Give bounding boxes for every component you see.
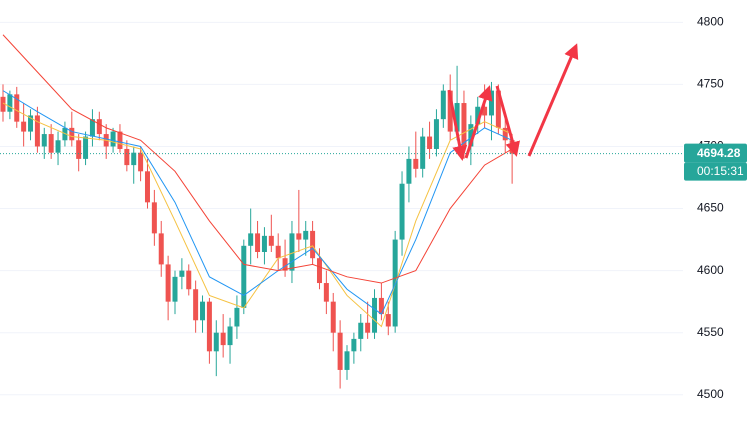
candle-body bbox=[440, 90, 446, 120]
candle-body bbox=[495, 90, 501, 128]
candle-body bbox=[89, 119, 95, 137]
candle-body bbox=[351, 338, 357, 352]
candle-body bbox=[151, 202, 157, 234]
arrow bbox=[447, 89, 468, 161]
candle-body bbox=[475, 106, 481, 125]
candle-body bbox=[344, 351, 350, 370]
candle-body bbox=[131, 152, 137, 166]
candle-body bbox=[220, 332, 226, 346]
candle-body bbox=[255, 233, 261, 252]
candle-body bbox=[28, 115, 34, 132]
candle-body bbox=[0, 96, 6, 112]
candle-body bbox=[76, 140, 82, 159]
candle-body bbox=[296, 233, 302, 240]
last-price-box bbox=[684, 143, 747, 163]
candle-body bbox=[241, 245, 247, 308]
candle-body bbox=[413, 158, 419, 169]
candle-body bbox=[468, 124, 474, 147]
countdown-box bbox=[684, 162, 747, 181]
candle-body bbox=[427, 136, 433, 149]
candle-body bbox=[268, 235, 274, 246]
plot bbox=[0, 34, 683, 389]
countdown-label: 00:15:31 bbox=[697, 164, 744, 178]
y-tick-label: 4500 bbox=[697, 387, 724, 401]
y-tick-label: 4650 bbox=[697, 201, 724, 215]
candle-body bbox=[206, 301, 212, 352]
candle-body bbox=[227, 326, 233, 346]
candle-body bbox=[372, 297, 378, 333]
candle-body bbox=[193, 289, 199, 321]
candle-body bbox=[447, 90, 453, 132]
candle-body bbox=[96, 119, 102, 135]
candle-body bbox=[482, 106, 488, 116]
candle-body bbox=[110, 131, 116, 147]
candle-body bbox=[69, 127, 75, 141]
candle-body bbox=[234, 307, 240, 327]
candle-body bbox=[124, 148, 130, 166]
y-tick-label: 4750 bbox=[697, 77, 724, 91]
candle-body bbox=[179, 270, 185, 277]
candle-body bbox=[406, 158, 412, 184]
moving-average bbox=[2, 90, 513, 315]
candle-body bbox=[461, 103, 467, 147]
candle-body bbox=[186, 270, 192, 290]
candle-body bbox=[7, 94, 13, 112]
arrow bbox=[495, 85, 520, 157]
candle-body bbox=[138, 152, 144, 172]
arrow bbox=[527, 43, 579, 157]
candle-body bbox=[502, 127, 508, 141]
candle-body bbox=[34, 115, 40, 147]
y-tick-label: 4550 bbox=[697, 325, 724, 339]
candle-body bbox=[41, 134, 47, 147]
candle-body bbox=[83, 136, 89, 159]
y-tick-label: 4600 bbox=[697, 263, 724, 277]
candle-body bbox=[385, 314, 391, 327]
candle-body bbox=[454, 103, 460, 132]
candle-body bbox=[48, 134, 54, 153]
candle-body bbox=[275, 245, 281, 259]
candle-body bbox=[261, 235, 267, 252]
candle-body bbox=[316, 258, 322, 284]
last-price-label: 4694.28 bbox=[697, 146, 741, 160]
candle-body bbox=[323, 283, 329, 302]
candle-body bbox=[172, 276, 178, 302]
candle-body bbox=[55, 140, 61, 153]
candle-body bbox=[358, 322, 364, 339]
candle-body bbox=[289, 233, 295, 271]
candle-body bbox=[337, 332, 343, 370]
arrow bbox=[464, 85, 493, 159]
axis-background bbox=[683, 0, 747, 432]
candle-body bbox=[282, 258, 288, 271]
candle-body bbox=[303, 230, 309, 240]
candle-body bbox=[378, 297, 384, 315]
price-axis: 45004550460046504700475048004694.2800:15… bbox=[683, 0, 747, 432]
y-tick-label: 4800 bbox=[697, 15, 724, 29]
moving-average bbox=[2, 34, 513, 284]
candle-body bbox=[144, 171, 150, 203]
candle-body bbox=[488, 90, 494, 116]
candle-body bbox=[330, 301, 336, 333]
candle-body bbox=[399, 183, 405, 240]
candle-body bbox=[158, 233, 164, 265]
candle-body bbox=[200, 301, 206, 321]
candle-body bbox=[433, 119, 439, 149]
candle-body bbox=[213, 332, 219, 352]
annotation-arrows bbox=[447, 43, 579, 161]
candle-body bbox=[21, 121, 27, 132]
candle-body bbox=[365, 322, 371, 333]
candle-body bbox=[420, 136, 426, 169]
candle-body bbox=[117, 131, 123, 149]
candle-body bbox=[248, 233, 254, 246]
candle-body bbox=[14, 94, 20, 122]
candle-body bbox=[310, 230, 316, 259]
candle-body bbox=[165, 264, 171, 302]
